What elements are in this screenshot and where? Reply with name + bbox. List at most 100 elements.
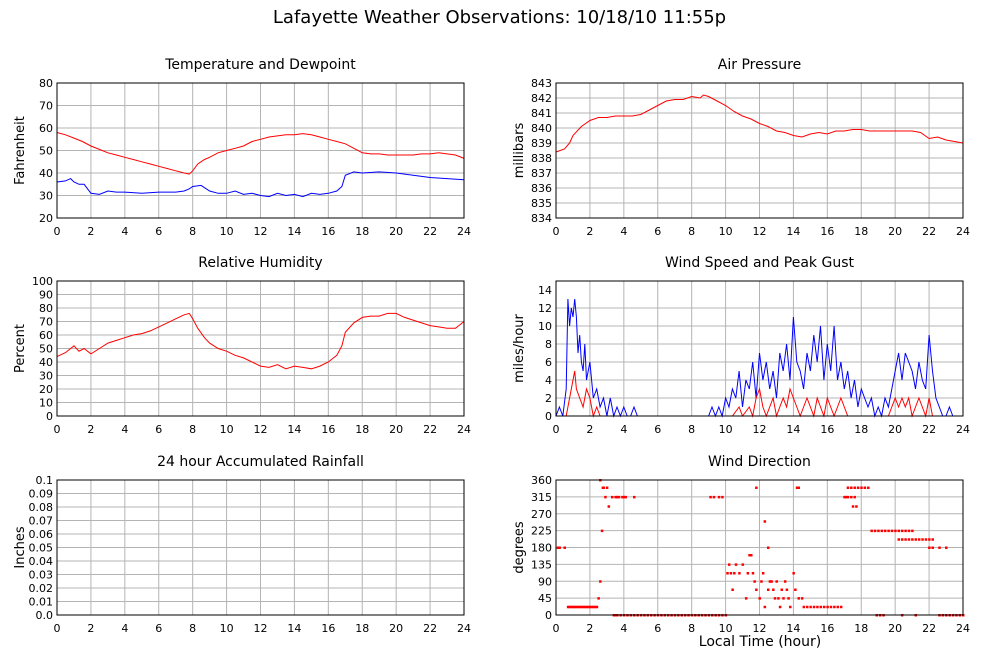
data-point	[789, 605, 792, 609]
y-tick-label: 836	[531, 182, 552, 195]
x-tick-label: 12	[753, 423, 767, 436]
x-tick-label: 16	[820, 622, 834, 635]
y-tick-label: 360	[531, 474, 552, 487]
x-tick-label: 24	[457, 622, 471, 635]
y-tick-label: 6	[545, 356, 552, 369]
data-point	[785, 588, 789, 591]
data-point	[746, 572, 750, 575]
y-axis-label: millibars	[512, 123, 527, 179]
data-point	[853, 495, 856, 499]
data-point	[777, 597, 780, 600]
data-point	[761, 572, 765, 575]
y-tick-label: 10	[538, 320, 552, 333]
data-point	[860, 486, 863, 489]
data-point	[812, 605, 816, 609]
x-tick-label: 6	[155, 423, 162, 436]
y-tick-label: 70	[39, 316, 53, 329]
x-tick-label: 16	[820, 423, 834, 436]
series-line-0	[56, 132, 465, 175]
x-tick-label: 20	[888, 423, 902, 436]
y-tick-label: 834	[531, 212, 552, 225]
x-tick-label: 0	[553, 423, 560, 436]
data-point	[897, 538, 901, 541]
x-tick-label: 18	[355, 225, 369, 238]
series-line-1	[556, 370, 963, 418]
series-line-0	[555, 298, 963, 418]
plot-frame	[56, 479, 465, 616]
data-point	[844, 495, 848, 499]
data-point	[931, 546, 934, 549]
y-tick-label: 842	[531, 92, 552, 105]
data-point	[582, 605, 585, 609]
page-title: Lafayette Weather Observations: 10/18/10…	[272, 7, 727, 28]
y-tick-label: 90	[39, 289, 53, 302]
y-axis-label: degrees	[512, 521, 527, 574]
x-tick-label: 18	[854, 423, 868, 436]
data-point	[588, 605, 592, 609]
y-tick-label: 0.05	[29, 542, 54, 555]
x-tick-label: 14	[786, 622, 800, 635]
data-point	[931, 538, 934, 541]
y-tick-label: 60	[39, 122, 53, 135]
x-tick-label: 4	[121, 423, 128, 436]
data-point	[797, 486, 801, 489]
x-tick-label: 8	[688, 225, 695, 238]
data-point	[717, 495, 721, 499]
y-tick-label: 80	[39, 77, 53, 90]
data-point	[712, 495, 716, 499]
y-tick-label: 20	[39, 383, 53, 396]
x-tick-label: 12	[753, 622, 767, 635]
y-tick-label: 30	[39, 190, 53, 203]
y-tick-label: 0.09	[29, 488, 54, 501]
data-point	[729, 572, 733, 575]
data-point	[805, 605, 809, 609]
y-tick-label: 135	[531, 558, 552, 571]
data-point	[763, 605, 767, 609]
data-point	[833, 605, 836, 609]
data-point	[587, 605, 590, 609]
y-tick-label: 90	[538, 575, 552, 588]
data-point	[894, 529, 897, 533]
data-point	[839, 605, 843, 609]
data-point	[880, 529, 884, 533]
data-point	[614, 495, 617, 499]
data-point	[873, 529, 877, 533]
data-point	[787, 597, 790, 600]
x-tick-label: 20	[888, 622, 902, 635]
x-tick-label: 14	[287, 225, 301, 238]
data-point	[738, 572, 741, 575]
x-tick-label: 4	[121, 622, 128, 635]
data-point	[590, 605, 594, 609]
y-tick-label: 315	[531, 491, 552, 504]
data-point	[846, 486, 850, 489]
x-tick-label: 8	[189, 423, 196, 436]
y-tick-label: 50	[39, 343, 53, 356]
data-point	[624, 495, 628, 499]
plot-frame	[56, 82, 465, 219]
y-tick-label: 40	[39, 167, 53, 180]
data-point	[566, 605, 570, 609]
data-point	[850, 495, 853, 499]
data-point	[760, 580, 763, 583]
data-point	[911, 538, 914, 541]
data-point	[734, 563, 738, 566]
y-tick-label: 60	[39, 329, 53, 342]
x-tick-label: 0	[553, 622, 560, 635]
y-tick-label: 8	[545, 338, 552, 351]
data-point	[928, 538, 931, 541]
x-tick-label: 20	[389, 225, 403, 238]
data-point	[592, 605, 595, 609]
x-tick-label: 16	[321, 622, 335, 635]
y-axis-label: Inches	[13, 526, 28, 568]
data-point	[802, 605, 806, 609]
y-tick-label: 40	[39, 356, 53, 369]
x-tick-label: 10	[719, 423, 733, 436]
data-point	[778, 605, 782, 609]
x-tick-label: 18	[854, 225, 868, 238]
data-point	[768, 580, 772, 583]
x-tick-label: 12	[254, 225, 268, 238]
data-point	[822, 605, 826, 609]
